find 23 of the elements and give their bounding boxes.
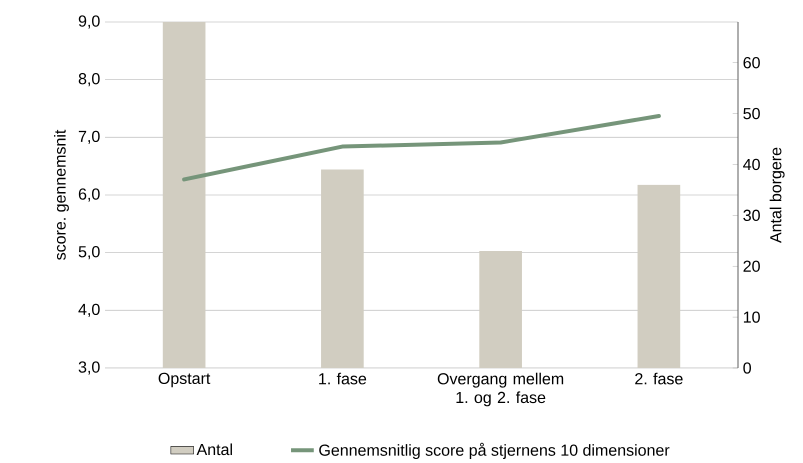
y2-tick-label: 40	[743, 158, 760, 170]
x-tick-label: 2. fase	[635, 372, 683, 384]
line-series	[182, 114, 661, 182]
legend-label: Antal	[196, 443, 232, 456]
y2-axis-title: Antal borgere	[770, 148, 785, 243]
y-tick-label: 6,0	[78, 188, 100, 202]
y2-tick-label: 50	[743, 108, 760, 120]
y-tick-label: 4,0	[78, 304, 100, 317]
y2-tick-label: 60	[744, 57, 760, 68]
x-tick-label: 1. fase	[319, 372, 366, 384]
legend-label: Gennemsnitlig score på stjernens 10 dimensioner	[319, 442, 670, 460]
y-tick-label: 7,0	[78, 130, 100, 144]
y2-tick-label: 20	[744, 260, 760, 272]
x-tick-label: Opstart	[158, 372, 210, 388]
y-tick-label: 9,0	[78, 15, 100, 29]
y-tick-label: 3,0	[78, 361, 100, 375]
y-tick-label: 5,0	[78, 246, 100, 260]
y-tick-label: 8,0	[78, 73, 100, 86]
y2-tick-label: 0	[743, 362, 751, 374]
y-axis-title: score. gennemsnit	[54, 130, 69, 260]
y2-tick-label: 10	[744, 311, 760, 323]
x-tick-label: Overgang mellem 1. og 2. fase	[438, 372, 564, 406]
y2-tick-label: 30	[743, 210, 760, 221]
